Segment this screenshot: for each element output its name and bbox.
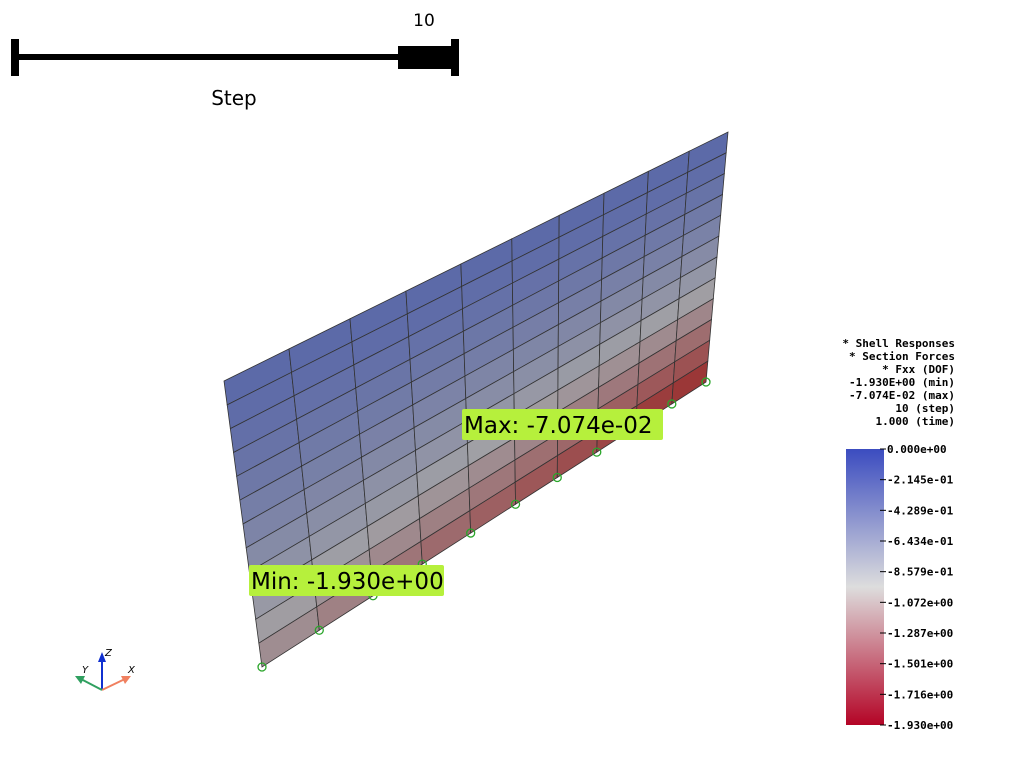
info-text: * Shell Responses* Section Forces* Fxx (… [842, 337, 955, 428]
colorbar-tick-label: -1.072e+00 [887, 596, 953, 609]
info-line: * Shell Responses [842, 337, 955, 350]
info-line: -7.074E-02 (max) [849, 389, 955, 402]
slider-title: Step [211, 86, 257, 110]
colorbar-tick-label: -4.289e-01 [887, 504, 954, 517]
support-marker [510, 499, 521, 509]
colorbar-tick-label: 0.000e+00 [887, 443, 947, 456]
colorbar-tick-label: -1.716e+00 [887, 688, 953, 701]
max-label-bg [462, 409, 663, 440]
support-marker [314, 625, 324, 635]
min-label: Min: -1.930e+00 [251, 569, 444, 595]
info-line: * Fxx (DOF) [882, 363, 955, 376]
info-line: * Section Forces [849, 350, 955, 363]
colorbar-tick-label: -2.145e-01 [887, 474, 954, 487]
info-line: 10 (step) [895, 402, 955, 415]
shell-element [671, 360, 709, 405]
support-marker [466, 528, 476, 538]
x-arrow [121, 676, 131, 684]
max-label: Max: -7.074e-02 [464, 413, 652, 439]
y-label: Y [82, 665, 89, 676]
colorbar-tick-label: -1.287e+00 [887, 627, 953, 640]
slider-cap [451, 39, 459, 76]
support-marker [257, 662, 267, 672]
x-axis [101, 677, 128, 691]
colorbar [846, 449, 884, 725]
step-slider[interactable] [11, 39, 459, 76]
slider-value: 10 [413, 11, 435, 31]
slider-cap [11, 39, 19, 76]
info-line: -1.930E+00 (min) [849, 376, 955, 389]
y-arrow [75, 676, 85, 684]
z-label: Z [104, 648, 113, 659]
support-marker [552, 472, 562, 483]
axes-widget: Z X Y [75, 648, 136, 691]
colorbar-tick-label: -6.434e-01 [887, 535, 954, 548]
colorbar-tick-label: -1.930e+00 [887, 719, 953, 732]
z-arrow [98, 652, 106, 662]
support-marker [592, 447, 602, 457]
x-label: X [127, 665, 136, 676]
colorbar-tick-label: -1.501e+00 [887, 658, 953, 671]
support-marker [701, 377, 711, 387]
colorbar-tick-label: -8.579e-01 [887, 566, 954, 579]
support-marker [667, 399, 677, 409]
slider-knob[interactable] [398, 46, 453, 69]
info-line: 1.000 (time) [876, 415, 955, 428]
min-label-bg [249, 565, 444, 596]
colorbar-ticks: 0.000e+00 -2.145e-01 -4.289e-01 -6.434e-01 -… [880, 443, 954, 732]
